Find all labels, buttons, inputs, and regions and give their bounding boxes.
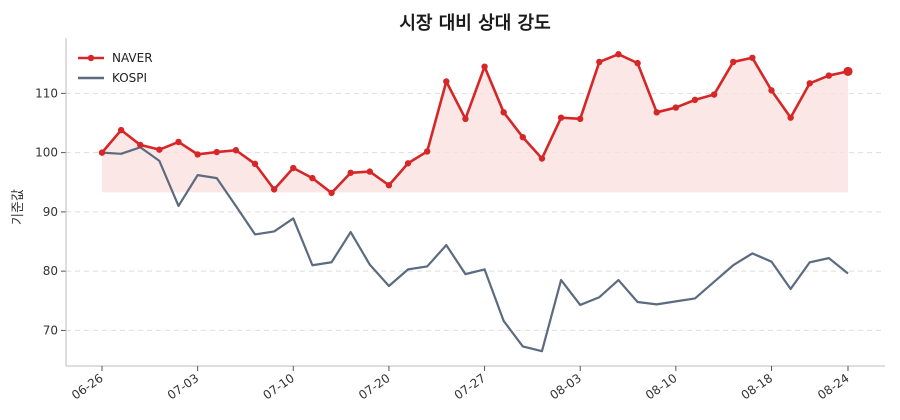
naver-area-fill: [102, 54, 848, 193]
naver-point: [232, 147, 240, 154]
series-layer: [98, 51, 853, 353]
y-tick-label: 70: [43, 323, 58, 337]
area-fill-layer: [102, 54, 848, 193]
naver-point: [98, 149, 106, 156]
axes: [61, 38, 885, 371]
legend: NAVER KOSPI: [78, 51, 153, 85]
naver-point: [385, 182, 393, 189]
naver-point: [596, 58, 603, 66]
naver-point: [538, 155, 546, 162]
naver-point: [309, 174, 316, 182]
naver-point: [443, 78, 450, 85]
legend-label-naver: NAVER: [112, 51, 153, 65]
x-tick-label: 07-03: [165, 371, 202, 402]
x-tick-label: 08-24: [815, 371, 852, 402]
chart-title: 시장 대비 상대 강도: [399, 13, 550, 34]
x-tick-label: 08-10: [643, 371, 680, 402]
naver-point: [653, 109, 660, 116]
naver-point: [577, 115, 584, 123]
naver-point: [156, 146, 163, 153]
naver-point: [787, 114, 794, 121]
naver-point: [710, 91, 718, 98]
x-tick-label: 08-03: [547, 371, 584, 402]
naver-point: [519, 134, 527, 141]
naver-point: [730, 58, 737, 66]
x-tick-label: 06-26: [69, 371, 106, 402]
naver-point: [634, 59, 641, 67]
naver-point: [691, 96, 699, 104]
naver-point: [117, 126, 125, 134]
naver-series-line: [101, 52, 849, 195]
naver-point: [768, 87, 775, 94]
naver-point: [270, 186, 278, 193]
naver-point: [481, 63, 488, 70]
naver-point: [557, 114, 565, 121]
naver-point: [328, 189, 335, 197]
naver-point: [462, 115, 469, 123]
naver-point: [404, 160, 412, 167]
legend-marker-naver: [87, 54, 95, 62]
naver-point: [213, 148, 220, 156]
naver-point: [290, 164, 297, 172]
naver-point: [175, 138, 182, 146]
naver-point: [137, 141, 144, 149]
naver-point: [749, 54, 756, 61]
x-tick-label: 07-27: [452, 371, 489, 402]
x-tick-label: 08-18: [739, 371, 776, 402]
legend-label-kospi: KOSPI: [112, 71, 147, 85]
naver-point: [500, 109, 507, 116]
kospi-series-line: [101, 146, 849, 353]
naver-point: [825, 72, 833, 79]
naver-point: [423, 148, 431, 155]
naver-point: [366, 168, 373, 175]
y-tick-label: 80: [43, 264, 58, 278]
naver-point: [194, 151, 201, 158]
naver-point: [615, 51, 622, 58]
y-tick-label: 110: [35, 86, 58, 100]
naver-point: [347, 169, 354, 176]
y-tick-label: 90: [43, 205, 58, 219]
x-tick-label: 07-20: [356, 371, 393, 402]
y-tick-label: 100: [35, 146, 58, 160]
naver-point: [843, 66, 853, 77]
naver-point: [806, 80, 813, 87]
naver-point: [672, 104, 680, 111]
x-tick-label: 07-10: [260, 371, 297, 402]
naver-point: [251, 160, 259, 168]
y-axis-label: 기준값: [11, 189, 26, 225]
